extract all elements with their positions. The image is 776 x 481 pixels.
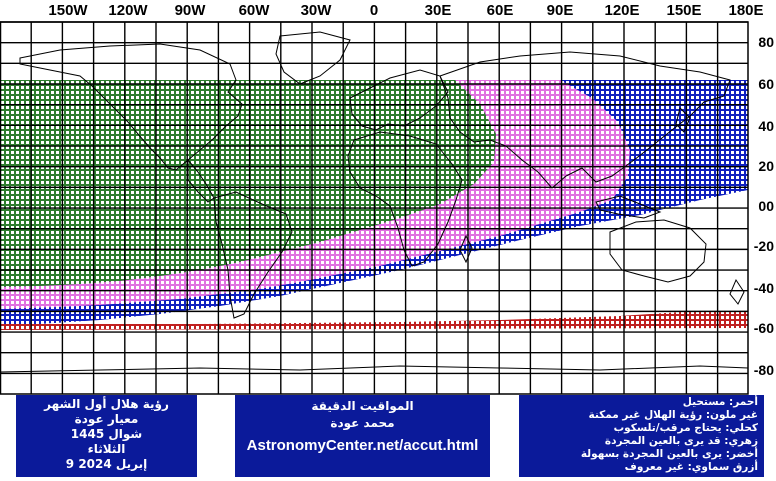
coastlines — [0, 31, 748, 373]
source-heading: المواقيت الدقيقة — [311, 399, 414, 413]
legend-green: أخضر: يرى بالعين المجردة بسهولة — [580, 448, 758, 460]
legend-sky: أزرق سماوي: غير معروف — [624, 461, 758, 473]
lat-label: -20 — [753, 238, 774, 254]
map-grid — [0, 21, 748, 394]
lon-label: 60E — [486, 2, 514, 19]
lon-label: 30E — [424, 2, 452, 19]
info-box-date: رؤية هلال أول الشهر معيار عودة شوال 1445… — [16, 395, 197, 477]
info-day: الثلاثاء — [87, 442, 126, 456]
longitude-labels: 150W 120W 90W 60W 30W 0 30E 60E 90E 120E 150E 180E — [0, 0, 776, 22]
lon-label: 30W — [300, 2, 332, 19]
legend-blue: كحلي: يحتاج مرقب/تلسكوب — [613, 422, 758, 434]
lat-label: -80 — [753, 362, 774, 378]
lat-label: 40 — [758, 118, 774, 134]
lon-label: 90W — [174, 2, 206, 19]
lon-label: 150W — [48, 2, 88, 19]
lon-label: 90E — [546, 2, 574, 19]
legend-pink: زهري: قد يرى بالعين المجردة — [604, 435, 758, 447]
zone-green — [0, 80, 496, 287]
lat-label: 60 — [758, 76, 774, 92]
lon-label: 60W — [238, 2, 270, 19]
legend-red: أحمر: مستحيل — [682, 396, 758, 408]
legend-none: غير ملون: رؤية الهلال غير ممكنة — [588, 409, 758, 421]
source-url[interactable]: AstronomyCenter.net/accut.html — [246, 437, 479, 454]
info-date: 9 إبريل 2024 — [65, 457, 148, 471]
map-frame — [0, 21, 749, 395]
lat-label: -40 — [753, 280, 774, 296]
latitude-labels: 80 60 40 20 00 -20 -40 -60 -80 — [748, 0, 776, 400]
lon-label: 0 — [369, 2, 379, 19]
lon-label: 180E — [728, 2, 764, 19]
info-box-source: المواقيت الدقيقة محمد عودة AstronomyCent… — [235, 395, 490, 477]
legend-box: أحمر: مستحيل غير ملون: رؤية الهلال غير م… — [519, 395, 764, 477]
lon-label: 120E — [604, 2, 640, 19]
lat-label: -60 — [753, 320, 774, 336]
source-author: محمد عودة — [330, 416, 395, 430]
visibility-map — [0, 21, 749, 395]
lat-label: 80 — [758, 34, 774, 50]
info-title: رؤية هلال أول الشهر — [44, 397, 169, 411]
lat-label: 20 — [758, 158, 774, 174]
lat-label: 00 — [758, 198, 774, 214]
info-criterion: معيار عودة — [74, 412, 139, 426]
lon-label: 120W — [108, 2, 148, 19]
info-month: شوال 1445 — [70, 427, 143, 441]
lon-label: 150E — [666, 2, 702, 19]
